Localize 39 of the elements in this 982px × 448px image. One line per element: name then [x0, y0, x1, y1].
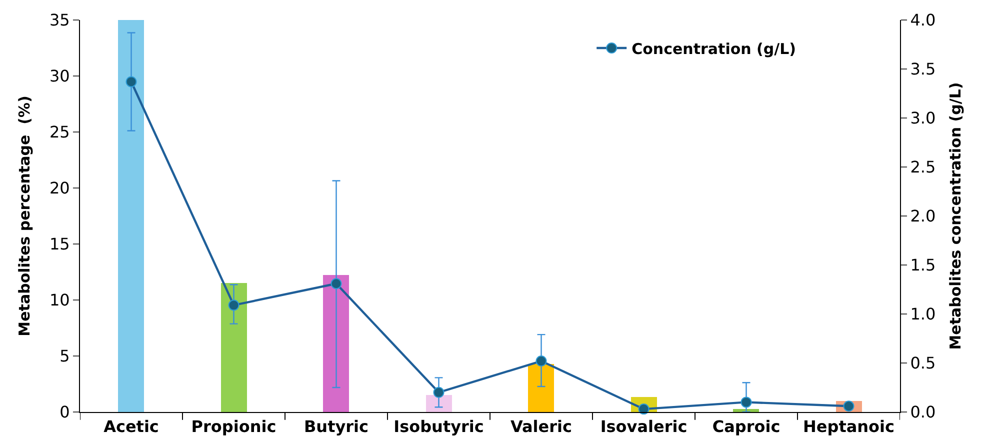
- point: [228, 300, 240, 311]
- y2-tick-label: 3.5: [910, 60, 936, 79]
- y2-tick-label: 1.5: [910, 256, 936, 275]
- x-tick-label: Caproic: [712, 417, 780, 436]
- point: [126, 76, 137, 88]
- y-tick-label: 5: [60, 346, 70, 366]
- bar: [118, 20, 144, 412]
- y-tick-label: 15: [49, 234, 70, 254]
- y-tick-label: 10: [49, 290, 70, 310]
- x-tick-label: Valeric: [510, 417, 572, 436]
- x-tick-label: Acetic: [104, 417, 159, 436]
- bar: [221, 283, 247, 412]
- x-tick-label: Butyric: [304, 417, 369, 436]
- y-tick-label: 25: [49, 122, 70, 142]
- y-axis-title: Metabolites percentage (%): [16, 96, 34, 336]
- x-tick-label: Isobutyric: [394, 417, 484, 436]
- y-tick-label: 20: [49, 178, 70, 198]
- y2-tick-label: 1.0: [910, 304, 936, 324]
- y2-tick-label: 0.5: [910, 354, 936, 373]
- x-tick-label: Propionic: [191, 417, 276, 436]
- bar: [528, 364, 554, 412]
- point: [536, 356, 547, 367]
- point: [330, 278, 342, 290]
- point: [740, 396, 752, 408]
- y2-tick-label: 0.0: [910, 402, 936, 422]
- y-tick-label: 35: [49, 10, 70, 30]
- y-tick-label: 0: [60, 402, 70, 422]
- point: [433, 386, 444, 398]
- x-tick-label: Isovaleric: [600, 417, 688, 436]
- y2-tick-label: 2.5: [910, 158, 936, 177]
- bar: [323, 275, 349, 412]
- y2-axis-title: Metabolites concentration (g/L): [946, 82, 965, 350]
- legend-label: Concentration (g/L): [632, 40, 796, 58]
- y-tick-label: 30: [49, 66, 70, 86]
- y2-tick-label: 3.0: [910, 108, 936, 128]
- y2-tick-label: 4.0: [910, 10, 936, 30]
- y2-tick-label: 2.0: [910, 206, 936, 226]
- point: [843, 400, 854, 412]
- x-tick-label: Heptanoic: [803, 417, 894, 436]
